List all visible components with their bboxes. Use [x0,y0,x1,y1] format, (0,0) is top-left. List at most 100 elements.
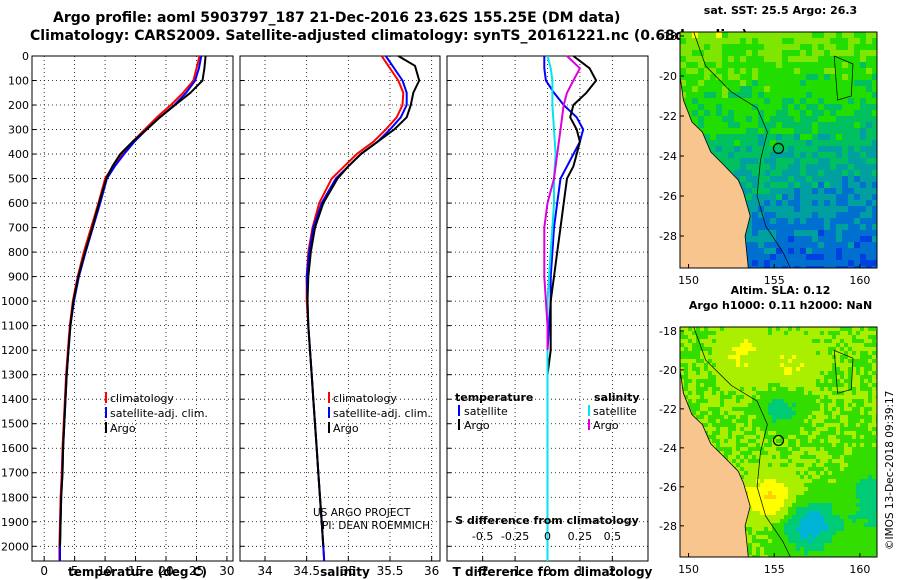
map-field-cell [852,491,857,496]
map-field-cell [780,439,785,444]
map-field-cell [800,387,805,392]
map-field-cell [836,32,843,39]
map-field-cell [720,391,725,396]
map-field-cell [860,339,865,344]
map-field-cell [788,68,795,75]
map-field-cell [868,371,873,376]
map-field-cell [686,44,693,51]
map-field-cell [864,327,869,332]
map-field-cell [856,403,861,408]
map-field-cell [864,439,869,444]
map-field-cell [716,38,723,45]
map-field-cell [816,491,821,496]
map-field-cell [698,122,705,129]
map-field-cell [728,359,733,364]
map-field-cell [872,98,877,105]
map-field-cell [860,128,867,135]
map-field-cell [856,527,861,532]
series-line-argo [306,55,421,547]
map-field-cell [760,359,765,364]
map-field-cell [872,483,877,488]
map-field-cell [812,479,817,484]
map-field-cell [872,260,877,267]
map-field-cell [744,363,749,368]
map-field-cell [806,236,813,243]
map-field-cell [680,86,687,93]
map-field-cell [854,254,861,261]
map-field-cell [836,435,841,440]
map-field-cell [780,483,785,488]
map-field-cell [844,427,849,432]
map-field-cell [864,431,869,436]
map-field-cell [740,32,747,39]
map-field-cell [794,182,801,189]
map-field-cell [852,343,857,348]
map-field-cell [728,50,735,57]
map-field-cell [722,128,729,135]
map-field-cell [708,411,713,416]
map-field-cell [866,212,873,219]
map-field-cell [772,515,777,520]
map-field-cell [854,62,861,69]
map-field-cell [758,38,765,45]
map-field-cell [736,419,741,424]
map-field-cell [734,86,741,93]
map-field-cell [848,507,853,512]
map-field-cell [812,80,819,87]
map-field-cell [680,62,687,69]
map-field-cell [832,367,837,372]
map-field-cell [800,194,807,201]
map-field-cell [746,230,753,237]
map-field-cell [768,483,773,488]
map-field-cell [812,110,819,117]
map-field-cell [688,387,693,392]
map-field-cell [768,423,773,428]
map-field-cell [704,395,709,400]
map-field-cell [746,248,753,255]
map-field-cell [860,146,867,153]
map-field-cell [824,543,829,548]
map-field-cell [710,146,717,153]
map-field-cell [860,495,865,500]
map-field-cell [804,475,809,480]
map-field-cell [796,515,801,520]
map-field-cell [772,443,777,448]
map-field-cell [734,74,741,81]
map-field-cell [794,158,801,165]
map-field-cell [776,411,781,416]
y-tick-label: 300 [8,124,29,137]
map-field-cell [704,327,709,332]
map-field-cell [832,443,837,448]
map-field-cell [764,535,769,540]
map-field-cell [734,98,741,105]
map-field-cell [806,176,813,183]
map-field-cell [720,395,725,400]
map-field-cell [824,347,829,352]
map-field-cell [832,491,837,496]
map-field-cell [752,62,759,69]
map-field-cell [866,50,873,57]
map-field-cell [764,254,771,261]
map-field-cell [736,411,741,416]
map-field-cell [832,555,837,557]
map-field-cell [868,411,873,416]
map-field-cell [792,527,797,532]
map-field-cell [824,188,831,195]
map-field-cell [860,351,865,356]
map-field-cell [784,375,789,380]
map-field-cell [824,379,829,384]
map-field-cell [804,363,809,368]
map-field-cell [732,407,737,412]
map-field-cell [854,248,861,255]
map-field-cell [716,80,723,87]
map-field-cell [830,218,837,225]
map-field-cell [788,507,793,512]
map-field-cell [852,331,857,336]
map-field-cell [788,212,795,219]
map-field-cell [724,379,729,384]
map-field-cell [852,551,857,556]
map-field-cell [856,491,861,496]
map-field-cell [784,359,789,364]
map-field-cell [776,236,783,243]
map-field-cell [696,347,701,352]
